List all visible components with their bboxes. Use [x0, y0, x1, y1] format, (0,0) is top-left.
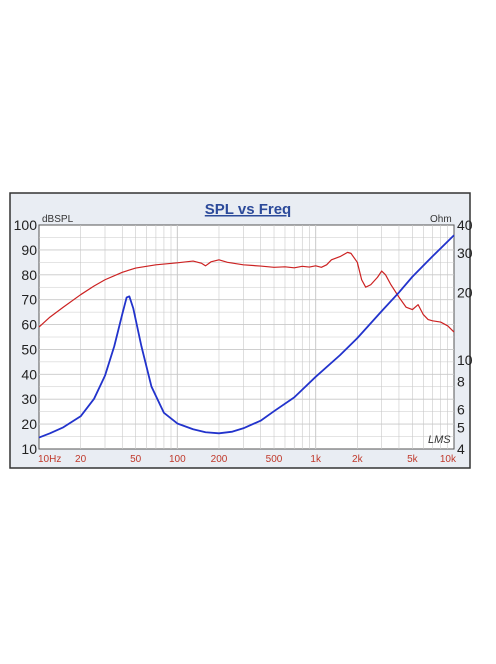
- right-y-tick-label: 40: [457, 217, 473, 233]
- left-y-tick-label: 70: [21, 292, 37, 308]
- left-y-tick-label: 80: [21, 267, 37, 283]
- right-y-tick-label: 10: [457, 352, 473, 368]
- x-tick-label: 1k: [310, 454, 322, 465]
- x-tick-label: 100: [169, 454, 186, 465]
- x-tick-label: 10Hz: [38, 454, 61, 465]
- left-y-tick-label: 100: [14, 217, 38, 233]
- right-y-tick-label: 5: [457, 419, 465, 435]
- right-y-tick-label: 30: [457, 245, 473, 261]
- right-y-tick-label: 6: [457, 402, 465, 418]
- left-y-tick-label: 60: [21, 317, 37, 333]
- left-y-tick-label: 90: [21, 242, 37, 258]
- left-y-tick-label: 40: [21, 366, 37, 382]
- right-y-tick-label: 8: [457, 374, 465, 390]
- chart-title: SPL vs Freq: [205, 201, 291, 218]
- tick-labels: 10Hz 20 50 100 200 500 1k 2k 5k 10k 10 20 30 40 50 60 70…: [14, 217, 473, 465]
- x-tick-label: 200: [211, 454, 228, 465]
- x-tick-label: 50: [130, 454, 142, 465]
- x-tick-label: 10k: [440, 454, 457, 465]
- left-axis-unit: dBSPL: [42, 214, 74, 225]
- left-y-tick-label: 10: [21, 441, 37, 457]
- right-y-tick-label: 20: [457, 284, 473, 300]
- impedance-curve: [38, 234, 455, 439]
- x-tick-label: 2k: [352, 454, 364, 465]
- x-tick-label: 20: [75, 454, 87, 465]
- x-tick-label: 500: [266, 454, 283, 465]
- grid: [39, 225, 454, 449]
- series: [38, 234, 455, 439]
- x-tick-label: 5k: [407, 454, 419, 465]
- spl-curve: [38, 251, 455, 333]
- right-y-tick-label: 4: [457, 441, 465, 457]
- right-axis-unit: Ohm: [430, 214, 452, 225]
- left-y-tick-label: 20: [21, 416, 37, 432]
- lms-watermark: LMS: [428, 434, 451, 446]
- left-y-tick-label: 30: [21, 391, 37, 407]
- left-y-tick-label: 50: [21, 341, 37, 357]
